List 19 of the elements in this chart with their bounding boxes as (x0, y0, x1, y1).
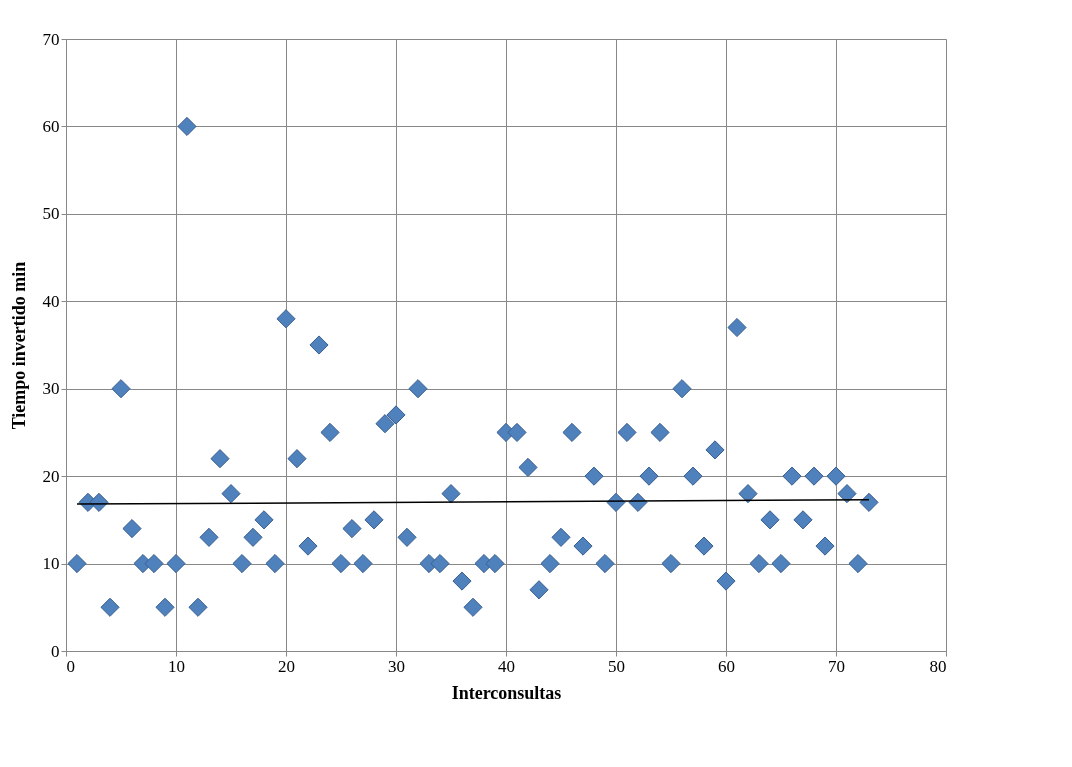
y-tick-label: 0 (51, 641, 60, 661)
x-tick-label: 20 (278, 656, 295, 676)
x-tick-label: 0 (66, 656, 75, 676)
x-tick-label: 10 (168, 656, 185, 676)
x-tick-label: 40 (498, 656, 515, 676)
y-tick-label: 10 (42, 554, 60, 574)
x-tick-label: 30 (388, 656, 405, 676)
y-tick-label: 60 (42, 116, 60, 136)
y-tick-label: 50 (42, 204, 60, 224)
x-axis-title: Interconsultas (451, 682, 562, 703)
x-tick-label: 50 (608, 656, 625, 676)
y-tick-label: 70 (42, 29, 60, 49)
x-tick-label: 60 (718, 656, 735, 676)
y-tick-label: 40 (42, 291, 60, 311)
y-axis-title: Tiempo invertido min (8, 261, 29, 430)
y-tick-label: 20 (42, 466, 60, 486)
x-tick-label: 70 (828, 656, 845, 676)
x-tick-label: 80 (929, 656, 947, 676)
y-tick-label: 30 (42, 379, 60, 399)
